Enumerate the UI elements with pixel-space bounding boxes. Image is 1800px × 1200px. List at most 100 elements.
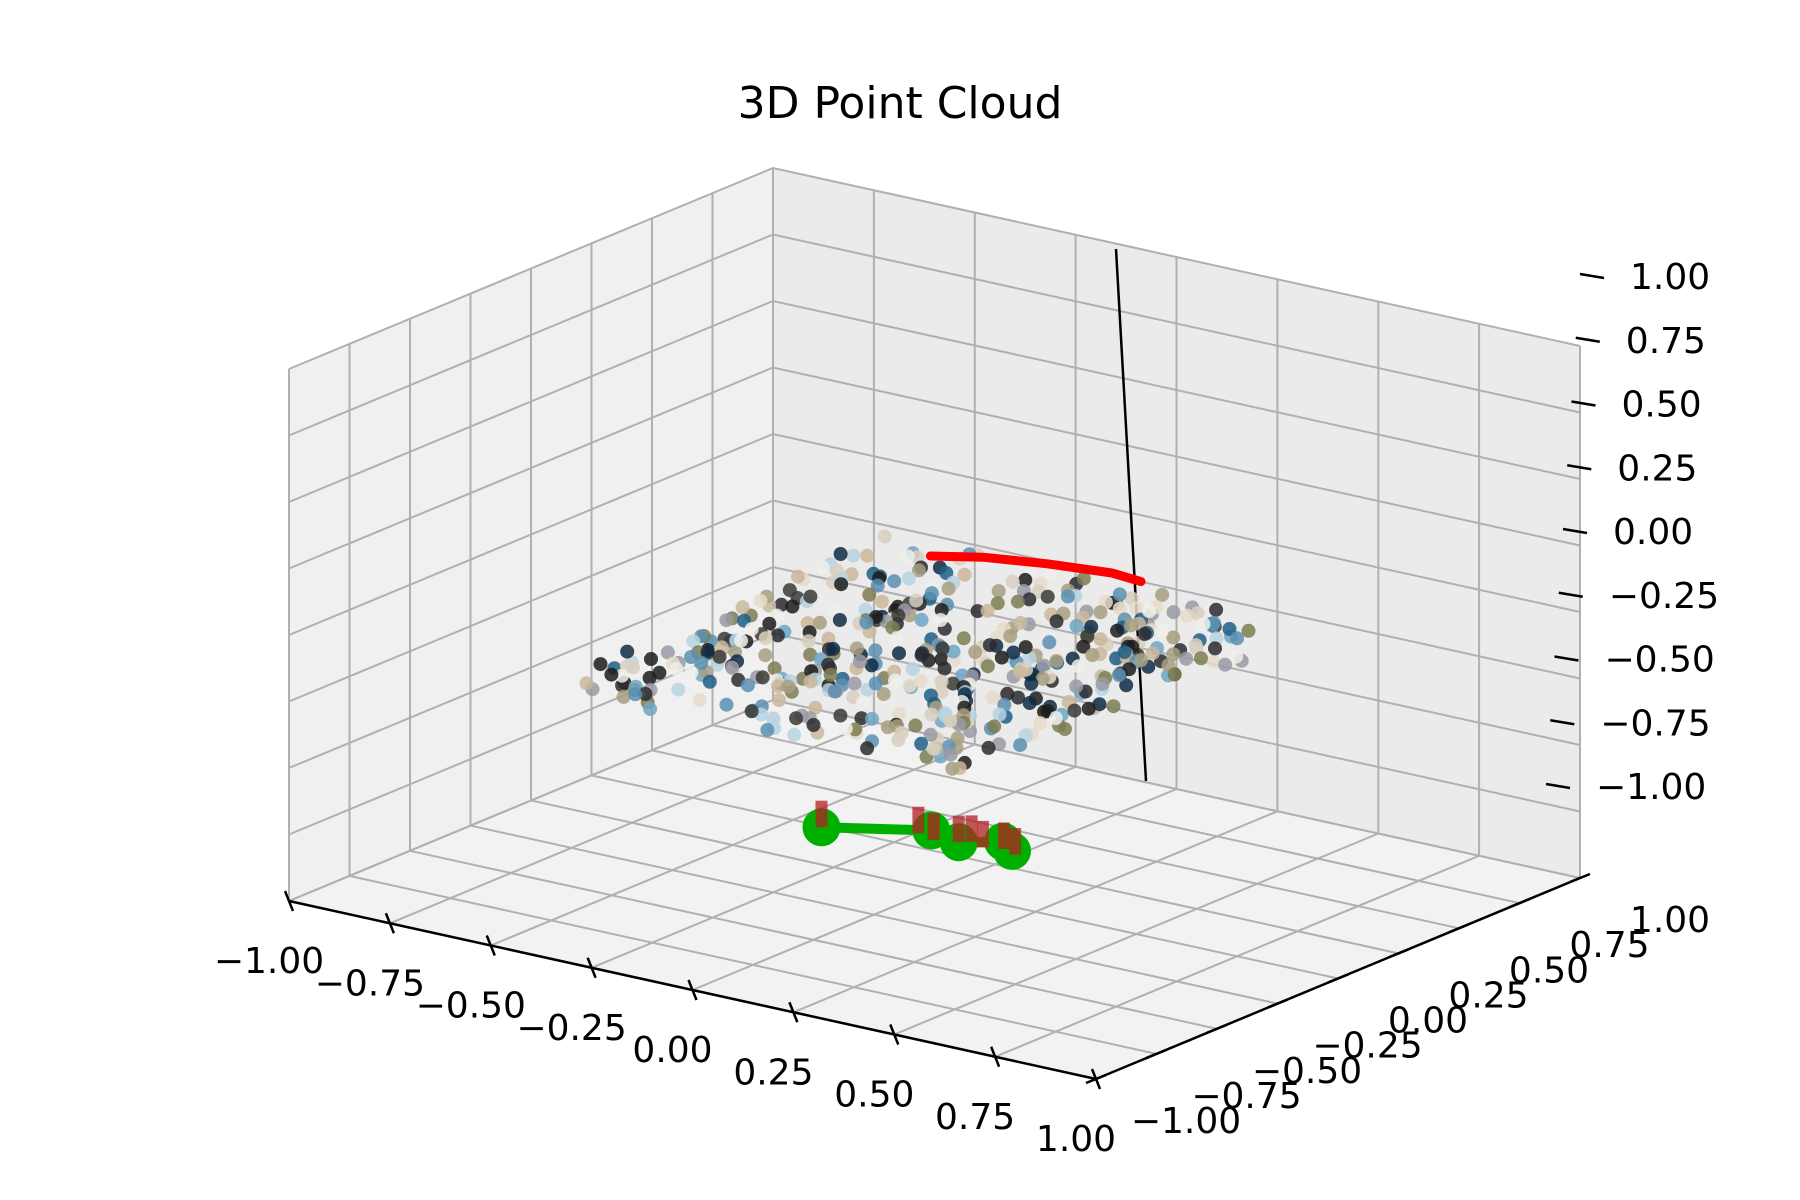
cloud-point [990,596,1005,611]
red-bar [997,822,1010,850]
z-tick-label: −1.00 [1596,767,1706,808]
red-bar [965,815,978,842]
cloud-point [694,656,709,670]
cloud-point [1076,639,1091,654]
x-tick [384,912,396,934]
cloud-point [937,661,952,676]
cloud-point [781,679,796,694]
cloud-point [1095,677,1110,691]
cloud-point [900,549,915,564]
y-tick [1085,1073,1107,1085]
cloud-point [785,599,800,614]
cloud-point [847,676,862,691]
cloud-point [1166,630,1181,645]
grid-line-z [288,166,1581,370]
cloud-point [593,657,608,672]
cloud-point [772,693,786,708]
cloud-point [1049,614,1064,629]
cloud-point [860,548,875,563]
cloud-point [762,616,777,631]
cloud-point [1110,623,1125,638]
cloud-point [774,597,789,612]
cloud-point [1154,624,1169,639]
z-tick [1567,464,1592,471]
x-tick [586,957,597,979]
z-tick [1545,782,1571,790]
cloud-point [865,711,879,726]
y-tick-label: −0.25 [1312,1026,1422,1067]
cloud-point [877,529,892,544]
cloud-point [615,678,630,693]
x-tick [989,1046,1001,1068]
cloud-point [1006,645,1021,660]
red-bar [912,806,925,834]
cloud-point [890,631,904,646]
cloud-point [1003,629,1018,644]
cloud-point [1112,587,1127,602]
red-bar [952,815,965,843]
cloud-point [1188,638,1203,653]
cloud-point [891,733,906,747]
cloud-point [712,649,727,664]
cloud-point [905,662,920,677]
x-tick [889,1024,900,1045]
cloud-point [1035,671,1050,686]
x-tick-label: 1.00 [1036,1119,1116,1160]
cloud-point [1022,592,1037,607]
cloud-point [719,697,734,712]
cloud-point [1085,648,1100,663]
cloud-point [700,645,715,660]
cloud-point [1018,640,1033,655]
y-tick [1267,998,1288,1009]
cloud-point [770,628,785,643]
cloud-point [994,650,1009,665]
z-tick [1575,336,1600,343]
y-tick [1206,1023,1228,1034]
cloud-point [1155,587,1170,602]
y-tick [1448,923,1470,934]
y-tick [1509,897,1530,909]
cloud-point [1033,716,1048,731]
cloud-point [1081,701,1096,716]
y-tick-label: 1.00 [1630,900,1710,941]
cloud-point [1093,632,1108,647]
cloud-point [1071,659,1086,674]
z-tick-label: 0.25 [1617,448,1697,489]
cloud-point [981,740,996,755]
z-tick [1579,272,1605,280]
cloud-point [1145,646,1160,661]
red-line-series [925,551,1146,587]
cloud-point [1180,608,1194,623]
cloud-point [604,667,619,682]
y-tick-label: −0.50 [1252,1051,1362,1092]
z-tick-label: −0.75 [1600,703,1710,744]
y-tick-label: −1.00 [1131,1101,1241,1142]
cloud-point [767,661,782,676]
cloud-point [744,704,759,719]
cloud-point [991,584,1006,599]
cloud-point [755,670,770,685]
cloud-point [1218,657,1233,672]
cloud-point [1024,676,1039,691]
cloud-point [626,660,641,675]
x-tick-label: −1.00 [214,941,324,982]
cloud-point [870,578,885,593]
cloud-point [924,707,939,722]
z-tick-label: −0.25 [1609,576,1719,617]
cloud-point [735,600,750,615]
cloud-point [1042,635,1057,650]
cloud-point [858,602,873,617]
grid-line-z [288,499,1581,703]
cloud-point [849,641,864,656]
grid-line-z [288,565,1581,769]
cloud-point [660,645,675,660]
cloud-point [875,594,889,609]
x-tick [788,1001,799,1023]
cloud-point [923,727,938,742]
red-bar [815,800,828,828]
cloud-point [852,654,867,669]
z-tick-label: 0.00 [1613,512,1693,553]
cloud-point [827,684,842,699]
